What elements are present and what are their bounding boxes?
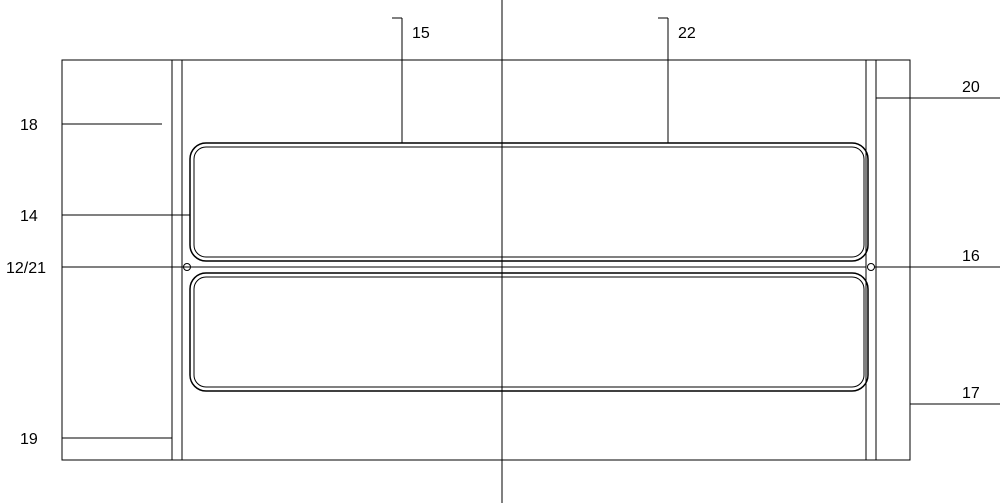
callout-15: 15 [392,18,430,60]
upper-cell-inner [194,147,864,257]
callout-22-label: 22 [678,25,696,42]
lower-cell-inner [194,277,864,387]
callout-20: 20 [876,79,1000,98]
callout-12-21: 12/21 [6,260,184,277]
callout-20-label: 20 [962,79,980,96]
callout-15-label: 15 [412,25,430,42]
right-nub [868,264,875,271]
lower-cell-outer [190,273,868,391]
callout-12-21-label: 12/21 [6,260,46,277]
upper-cell-outer [190,143,868,261]
callout-19-label: 19 [20,431,38,448]
callout-18-label: 18 [20,117,38,134]
callout-17-label: 17 [962,385,980,402]
callout-16-label: 16 [962,248,980,265]
callout-16: 16 [874,248,1000,267]
callout-14: 14 [20,208,190,225]
engineering-diagram: 15 22 18 14 12/21 19 20 16 17 [0,0,1000,503]
outer-frame [62,60,910,460]
callout-17: 17 [910,385,1000,404]
callout-14-label: 14 [20,208,38,225]
callout-19: 19 [20,431,172,448]
callout-22: 22 [658,18,696,60]
callout-18: 18 [20,117,162,134]
